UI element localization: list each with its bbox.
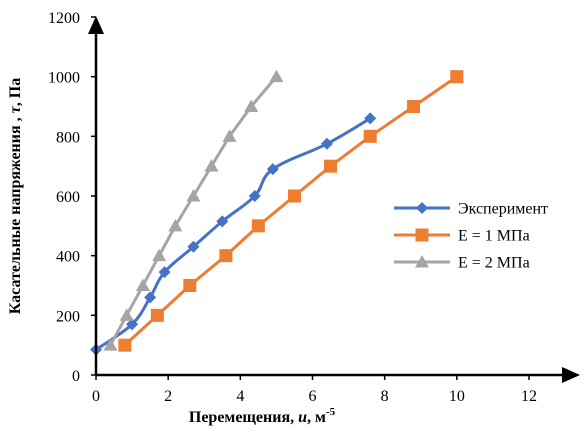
y-axis-arrow bbox=[88, 16, 104, 34]
data-point bbox=[118, 338, 132, 352]
x-tick-label: 0 bbox=[92, 388, 100, 405]
data-point bbox=[269, 69, 284, 83]
axes-layer bbox=[88, 16, 580, 383]
y-axis-title: Касательные напряжения , τ, Па bbox=[7, 78, 24, 314]
data-point bbox=[320, 137, 333, 150]
x-axis-title-sup: -5 bbox=[326, 406, 336, 418]
x-axis-title-prefix: Перемещения, bbox=[189, 409, 298, 426]
legend-swatch-marker bbox=[415, 228, 429, 242]
x-axis-title: Перемещения, u, м-5 bbox=[189, 406, 336, 426]
data-point bbox=[186, 189, 201, 202]
data-point bbox=[248, 190, 261, 202]
y-tick-label: 0 bbox=[72, 368, 80, 385]
series-line bbox=[109, 75, 278, 346]
legend-label: Эксперимент bbox=[458, 201, 548, 218]
data-point bbox=[287, 189, 301, 203]
y-tick-label: 1000 bbox=[48, 70, 80, 87]
data-point bbox=[119, 308, 134, 321]
data-point bbox=[363, 129, 377, 143]
y-tick-label: 600 bbox=[56, 189, 80, 206]
data-point bbox=[222, 129, 237, 142]
data-point bbox=[183, 279, 197, 292]
series-2 bbox=[118, 70, 464, 352]
data-point bbox=[251, 219, 265, 233]
data-point bbox=[158, 266, 171, 279]
data-point bbox=[150, 308, 164, 322]
data-point bbox=[204, 159, 219, 172]
data-point bbox=[168, 218, 183, 232]
legend-item: E = 1 МПа bbox=[394, 228, 530, 245]
x-tick-label: 12 bbox=[521, 388, 537, 405]
x-axis-arrow bbox=[562, 367, 580, 383]
y-tick-label: 1200 bbox=[48, 10, 80, 27]
ticks-layer: 0 2 4 6 8 10 12 0 200 400 600 800 1000 1200 bbox=[48, 10, 537, 405]
y-tick-label: 400 bbox=[56, 249, 80, 266]
legend-swatch-marker bbox=[415, 255, 429, 268]
data-point bbox=[216, 215, 229, 228]
data-point bbox=[152, 248, 167, 262]
legend-label: E = 1 МПа bbox=[458, 228, 530, 245]
x-tick-label: 10 bbox=[449, 388, 465, 405]
series-layer bbox=[90, 69, 464, 356]
data-point bbox=[407, 100, 421, 113]
data-point bbox=[135, 278, 150, 291]
data-point bbox=[450, 70, 464, 84]
series-line bbox=[95, 117, 371, 351]
data-point bbox=[364, 112, 377, 125]
legend-swatch-marker bbox=[416, 202, 428, 214]
data-point bbox=[103, 338, 118, 351]
legend-item: Эксперимент bbox=[394, 201, 548, 218]
x-tick-label: 4 bbox=[236, 388, 244, 405]
x-tick-label: 2 bbox=[164, 388, 172, 405]
x-tick-label: 8 bbox=[381, 388, 389, 405]
data-point bbox=[266, 163, 279, 176]
data-point bbox=[244, 99, 259, 112]
y-axis-title-prefix: Касательные напряжения , bbox=[7, 113, 24, 314]
x-axis-title-unit: , м bbox=[307, 409, 326, 426]
data-point bbox=[324, 159, 338, 173]
y-tick-label: 800 bbox=[56, 129, 80, 146]
legend-label: E = 2 МПа bbox=[458, 255, 530, 272]
y-tick-label: 200 bbox=[56, 308, 80, 325]
series-3 bbox=[103, 69, 284, 351]
series-line bbox=[123, 75, 458, 347]
y-axis-title-var: τ bbox=[7, 105, 24, 113]
x-tick-label: 6 bbox=[309, 388, 317, 405]
series-1 bbox=[90, 112, 377, 356]
data-point bbox=[126, 318, 139, 331]
legend: Эксперимент E = 1 МПа E = 2 МПа bbox=[394, 201, 548, 272]
data-point bbox=[187, 240, 200, 253]
y-axis-title-unit: , Па bbox=[7, 78, 24, 106]
data-point bbox=[144, 291, 157, 304]
data-point bbox=[219, 249, 233, 263]
x-axis-title-var: u bbox=[298, 409, 307, 426]
legend-item: E = 2 МПа bbox=[394, 255, 530, 272]
